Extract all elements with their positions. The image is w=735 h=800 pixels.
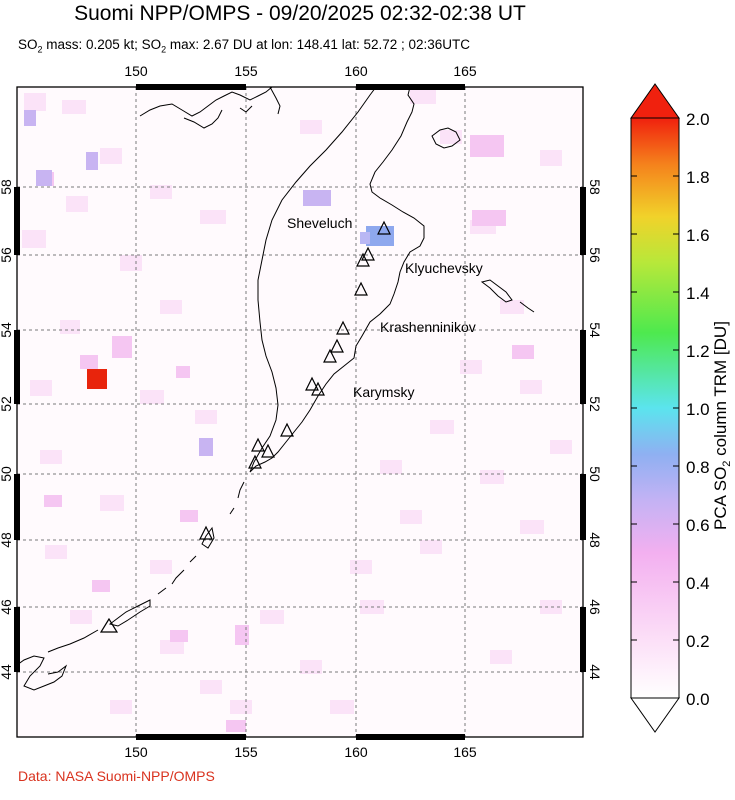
- karaginsky-island: [431, 127, 461, 149]
- colorbar-tick-label: 0.6: [686, 516, 710, 535]
- volcano-triangle: [336, 320, 350, 335]
- lat-label: 44: [587, 664, 603, 680]
- kuril-islands: [237, 481, 245, 499]
- so2-subscript-1: 2: [37, 44, 43, 55]
- volcano-triangle: [311, 381, 325, 396]
- lat-label: 44: [0, 664, 14, 680]
- axis-bars: [14, 84, 586, 740]
- mass-text: mass: 0.205 kt; SO: [42, 37, 162, 52]
- lat-label: 50: [0, 466, 14, 482]
- lat-label: 58: [0, 179, 14, 195]
- lat-label: 52: [0, 396, 14, 412]
- lat-label: 56: [0, 247, 14, 263]
- lon-label: 150: [124, 63, 148, 79]
- lat-label: 58: [587, 179, 603, 195]
- hokkaido-coast: [17, 655, 68, 691]
- so2-pixels: [22, 90, 572, 732]
- colorbar-tick-label: 2.0: [686, 110, 710, 129]
- data-credit: Data: NASA Suomi-NPP/OMPS: [18, 768, 215, 784]
- lat-label: 46: [0, 599, 14, 615]
- chart-title: Suomi NPP/OMPS - 09/20/2025 02:32-02:38 …: [74, 2, 526, 25]
- label-krasheninnikov: Krashenninikov: [380, 319, 476, 335]
- colorbar-tick-label: 1.4: [686, 284, 710, 303]
- colorbar-tick-label: 1.6: [686, 226, 710, 245]
- lon-labels-bottom: 150 155 160 165: [124, 744, 477, 760]
- lat-labels-right: 44 46 48 50 52 54 56 58: [587, 179, 603, 680]
- lat-label: 54: [587, 322, 603, 338]
- colorbar-title: PCA SO2 column TRM [DU]: [711, 321, 733, 530]
- lat-label: 48: [587, 532, 603, 548]
- lat-label: 56: [587, 247, 603, 263]
- max-text: max: 2.67 DU at lon: 148.41 lat: 52.72 ;…: [166, 37, 471, 52]
- kamchatka-coast: [249, 87, 425, 473]
- lon-label: 155: [234, 744, 258, 760]
- label-sheveluch: Sheveluch: [287, 215, 352, 231]
- volcano-triangle: [199, 525, 213, 540]
- volcano-triangle: [305, 376, 319, 391]
- lat-label: 54: [0, 322, 14, 338]
- volcano-triangle: [251, 437, 265, 452]
- lon-label: 160: [344, 63, 368, 79]
- colorbar-gradient: [630, 117, 680, 699]
- volcano-triangle: [356, 252, 370, 267]
- lon-label: 165: [453, 63, 477, 79]
- coastlines: [17, 87, 535, 691]
- volcano-triangle: [354, 281, 368, 296]
- volcano-markers: [99, 220, 391, 633]
- lon-label: 160: [344, 744, 368, 760]
- sheveluch-so2-cell: [366, 226, 394, 246]
- volcano-triangle: [261, 443, 275, 458]
- colorbar-tick-label: 0.8: [686, 458, 710, 477]
- lon-label: 155: [234, 63, 258, 79]
- lon-label: 165: [453, 744, 477, 760]
- lat-label: 48: [0, 532, 14, 548]
- volcano-triangle: [99, 617, 119, 633]
- lat-label: 50: [587, 466, 603, 482]
- volcano-triangle: [330, 338, 344, 353]
- volcano-triangle: [248, 454, 262, 469]
- colorbar-top-arrow: [630, 83, 680, 119]
- so2-label-1: SO: [18, 37, 38, 52]
- map-frame: [16, 86, 584, 738]
- max-so2-pixel: [87, 369, 107, 389]
- colorbar-bottom-arrow: [630, 697, 680, 733]
- map-background: [17, 87, 583, 737]
- lon-labels-top: 150 155 160 165: [124, 63, 477, 79]
- commander-islands: [480, 279, 513, 303]
- chart-subtitle: SO2 mass: 0.205 kt; SO2 max: 2.67 DU at …: [18, 37, 470, 55]
- colorbar: 0.0 0.2 0.4 0.6 0.8 1.0 1.2 1.4 1.6 1.8 …: [630, 83, 733, 733]
- so2-subscript-2: 2: [161, 44, 167, 55]
- graticule: [17, 87, 583, 737]
- label-karymsky: Karymsky: [353, 384, 414, 400]
- label-klyuchevsky: Klyuchevsky: [405, 260, 483, 276]
- volcano-triangle: [377, 220, 391, 235]
- colorbar-tick-label: 0.4: [686, 574, 710, 593]
- volcano-triangle: [323, 348, 337, 363]
- colorbar-tick-label: 0.0: [686, 690, 710, 709]
- colorbar-tick-label: 0.2: [686, 632, 710, 651]
- lon-label: 150: [124, 744, 148, 760]
- colorbar-tick-label: 1.0: [686, 400, 710, 419]
- lat-labels-left: 44 46 48 50 52 54 56 58: [0, 179, 14, 680]
- lat-label: 52: [587, 396, 603, 412]
- volcano-triangle: [280, 422, 294, 437]
- colorbar-tick-label: 1.2: [686, 342, 710, 361]
- okhotsk-coast: [139, 87, 273, 117]
- volcano-triangle: [361, 246, 375, 261]
- colorbar-tick-label: 1.8: [686, 168, 710, 187]
- lat-label: 46: [587, 599, 603, 615]
